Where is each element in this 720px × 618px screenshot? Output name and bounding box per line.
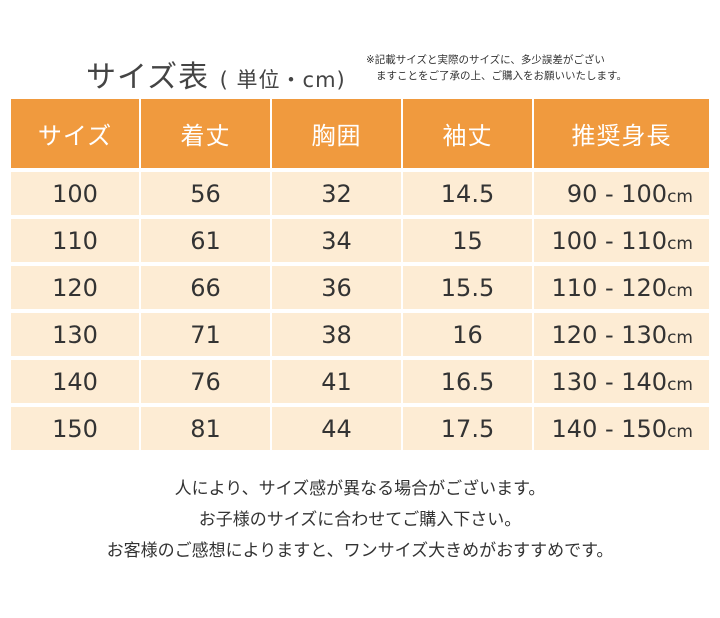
table-cell: 120 - 130cm: [534, 309, 709, 356]
header-chest: 胸囲: [272, 99, 403, 168]
table-row: 130 71 38 16 120 - 130cm: [11, 309, 709, 356]
table-cell: 130: [11, 309, 141, 356]
table-cell: 38: [272, 309, 403, 356]
table-cell: 100 - 110cm: [534, 215, 709, 262]
cell-value: 140: [52, 367, 98, 396]
header-sleeve: 袖丈: [403, 99, 534, 168]
note-line-2: ますことをご了承の上、ご購入をお願いいたします。: [376, 70, 627, 82]
title-unit: ( 単位・cm): [219, 68, 346, 92]
cell-value: 120: [52, 273, 98, 302]
cell-value: 90 - 100: [566, 179, 668, 208]
table-row: 140 76 41 16.5 130 - 140cm: [11, 356, 709, 403]
cell-value: 16: [452, 320, 483, 349]
cell-value: 120 - 130: [551, 320, 668, 349]
table-cell: 14.5: [403, 168, 534, 215]
table-cell: 81: [141, 403, 272, 450]
table-cell: 100: [11, 168, 141, 215]
unit-label: cm: [667, 186, 693, 207]
header-size: サイズ: [11, 99, 141, 168]
cell-value: 41: [321, 367, 352, 396]
table-cell: 34: [272, 215, 403, 262]
cell-value: 38: [321, 320, 352, 349]
disclaimer-note: ※記載サイズと実際のサイズに、多少誤差がござい ますことをご了承の上、ご購入をお…: [366, 52, 627, 84]
unit-label: cm: [667, 233, 693, 254]
table-cell: 36: [272, 262, 403, 309]
header-height: 推奨身長: [534, 99, 709, 168]
cell-value: 110 - 120: [551, 273, 668, 302]
cell-value: 100 - 110: [551, 226, 668, 255]
table-cell: 66: [141, 262, 272, 309]
table-cell: 17.5: [403, 403, 534, 450]
title-main: サイズ表: [86, 60, 210, 95]
cell-value: 150: [52, 414, 98, 443]
table-cell: 76: [141, 356, 272, 403]
cell-value: 14.5: [440, 179, 495, 208]
unit-label: cm: [667, 421, 693, 442]
table-cell: 90 - 100cm: [534, 168, 709, 215]
cell-value: 56: [190, 179, 221, 208]
cell-value: 81: [190, 414, 221, 443]
table-cell: 15.5: [403, 262, 534, 309]
table-row: 150 81 44 17.5 140 - 150cm: [11, 403, 709, 450]
cell-value: 16.5: [440, 367, 495, 396]
cell-value: 61: [190, 226, 221, 255]
note-line-1: ※記載サイズと実際のサイズに、多少誤差がござい: [366, 54, 605, 66]
table-cell: 110 - 120cm: [534, 262, 709, 309]
cell-value: 71: [190, 320, 221, 349]
page-title: サイズ表 ( 単位・cm): [86, 52, 346, 96]
table-row: 110 61 34 15 100 - 110cm: [11, 215, 709, 262]
table-cell: 150: [11, 403, 141, 450]
table-cell: 32: [272, 168, 403, 215]
cell-value: 66: [190, 273, 221, 302]
title-row: サイズ表 ( 単位・cm) ※記載サイズと実際のサイズに、多少誤差がござい ます…: [86, 48, 706, 95]
cell-value: 110: [52, 226, 98, 255]
table-row: 120 66 36 15.5 110 - 120cm: [11, 262, 709, 309]
cell-value: 36: [321, 273, 352, 302]
cell-value: 34: [321, 226, 352, 255]
footer-line-3: お客様のご感想によりますと、ワンサイズ大きめがおすすめです。: [106, 541, 614, 561]
size-table: サイズ 着丈 胸囲 袖丈 推奨身長 100 56 32 14.5 90 - 100cm 1…: [11, 99, 709, 450]
table-cell: 120: [11, 262, 141, 309]
cell-value: 15.5: [440, 273, 495, 302]
header-length: 着丈: [141, 99, 272, 168]
cell-value: 17.5: [440, 414, 495, 443]
table-cell: 140 - 150cm: [534, 403, 709, 450]
footer-line-2: お子様のサイズに合わせてご購入下さい。: [198, 510, 522, 530]
table-cell: 61: [141, 215, 272, 262]
footer-notes: 人により、サイズ感が異なる場合がございます。 お子様のサイズに合わせてご購入下さ…: [0, 474, 720, 567]
unit-label: cm: [667, 374, 693, 395]
table-header-row: サイズ 着丈 胸囲 袖丈 推奨身長: [11, 99, 709, 168]
cell-value: 44: [321, 414, 352, 443]
table-cell: 71: [141, 309, 272, 356]
table-cell: 41: [272, 356, 403, 403]
cell-value: 140 - 150: [551, 414, 668, 443]
table-cell: 16.5: [403, 356, 534, 403]
table-cell: 140: [11, 356, 141, 403]
table-cell: 15: [403, 215, 534, 262]
cell-value: 32: [321, 179, 352, 208]
cell-value: 130: [52, 320, 98, 349]
footer-line-1: 人により、サイズ感が異なる場合がございます。: [174, 479, 546, 499]
cell-value: 76: [190, 367, 221, 396]
table-row: 100 56 32 14.5 90 - 100cm: [11, 168, 709, 215]
cell-value: 130 - 140: [551, 367, 668, 396]
unit-label: cm: [667, 280, 693, 301]
table-cell: 56: [141, 168, 272, 215]
cell-value: 100: [52, 179, 98, 208]
table-cell: 16: [403, 309, 534, 356]
table-cell: 44: [272, 403, 403, 450]
table-cell: 110: [11, 215, 141, 262]
table-cell: 130 - 140cm: [534, 356, 709, 403]
unit-label: cm: [667, 327, 693, 348]
cell-value: 15: [452, 226, 483, 255]
